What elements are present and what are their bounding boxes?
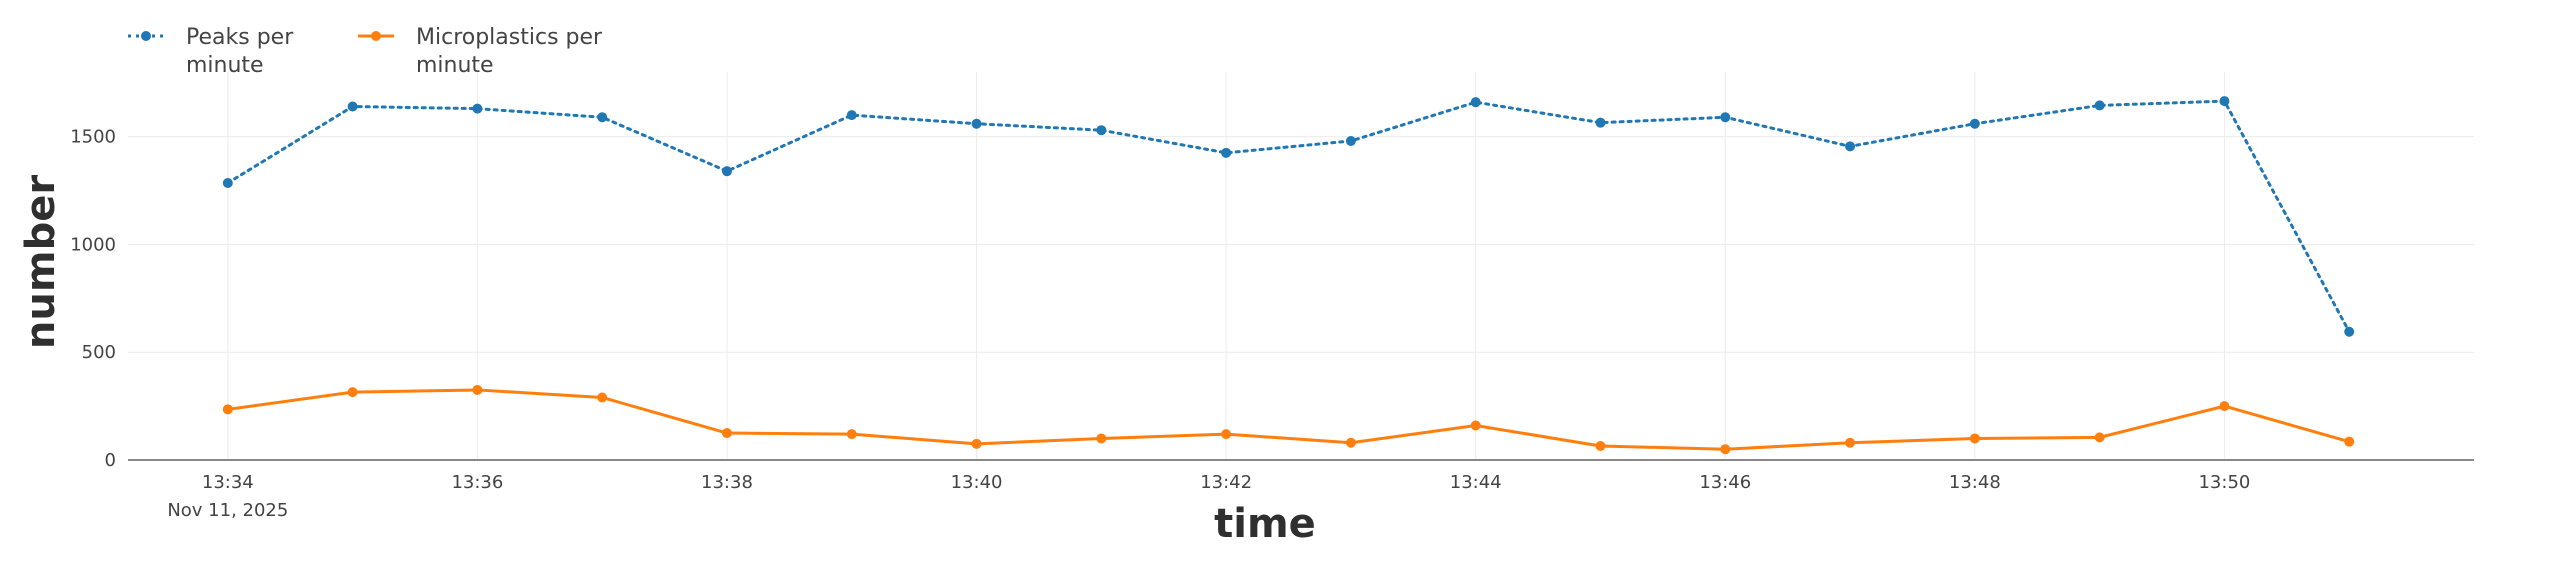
series-2-point[interactable]: [971, 438, 982, 449]
y-tick-label: 0: [105, 450, 116, 471]
x-tick-label: 13:46: [1699, 472, 1751, 493]
series-2-point[interactable]: [1969, 433, 1980, 444]
series-1-point[interactable]: [1470, 97, 1481, 108]
legend-swatch-marker: [141, 31, 151, 41]
axis-layer: 0 500 1000 1500 13:34 Nov 11, 2025 13:36 13:38 1…: [70, 127, 2474, 521]
series-2-point[interactable]: [472, 384, 483, 395]
series-2-point[interactable]: [597, 392, 608, 403]
y-axis-title: number: [18, 175, 64, 349]
series-1-point[interactable]: [1096, 125, 1107, 136]
legend-item-2[interactable]: Microplastics per minute: [358, 25, 603, 78]
legend-label: minute: [416, 53, 494, 78]
series-2-point[interactable]: [2094, 432, 2105, 443]
series-2-point[interactable]: [1221, 429, 1232, 440]
series-2-point[interactable]: [846, 429, 857, 440]
series-1-point[interactable]: [1595, 117, 1606, 128]
x-tick-sublabel: Nov 11, 2025: [167, 500, 288, 521]
legend-item-1[interactable]: Peaks per minute: [128, 25, 294, 78]
x-tick-label: 13:44: [1450, 472, 1502, 493]
series-1-point[interactable]: [347, 101, 358, 112]
legend[interactable]: Peaks per minute Microplastics per minute: [128, 25, 603, 78]
legend-label: Peaks per: [186, 25, 294, 50]
series-2-point[interactable]: [1345, 437, 1356, 448]
series-layer: [222, 96, 2355, 455]
y-tick-label: 1000: [70, 234, 116, 255]
series-1-point[interactable]: [1720, 112, 1731, 123]
series-1-point[interactable]: [846, 110, 857, 121]
series-2-point[interactable]: [2344, 436, 2355, 447]
series-1-point[interactable]: [971, 118, 982, 129]
x-tick-label: 13:48: [1949, 472, 2001, 493]
series-2-point[interactable]: [1470, 420, 1481, 431]
series-2-point[interactable]: [1845, 437, 1856, 448]
x-tick-label: 13:50: [2198, 472, 2250, 493]
series-2-point[interactable]: [1595, 440, 1606, 451]
x-tick-label: 13:34: [202, 472, 254, 493]
series-2-point[interactable]: [721, 428, 732, 439]
series-line-1: [226, 99, 2351, 334]
legend-label: minute: [186, 53, 264, 78]
legend-swatch-marker: [371, 31, 381, 41]
y-tick-label: 500: [82, 342, 116, 363]
series-1-point[interactable]: [472, 103, 483, 114]
y-tick-label: 1500: [70, 127, 116, 148]
series-2-point[interactable]: [222, 404, 233, 415]
series-1-point[interactable]: [1345, 135, 1356, 146]
x-tick-label: 13:38: [701, 472, 753, 493]
x-tick-label: 13:36: [451, 472, 503, 493]
x-tick-label: 13:42: [1200, 472, 1252, 493]
series-line-2: [226, 388, 2351, 451]
series-1-point[interactable]: [2344, 326, 2355, 337]
series-1-point[interactable]: [2219, 96, 2230, 107]
x-axis-title: time: [1214, 501, 1316, 547]
series-1-point[interactable]: [222, 178, 233, 189]
series-2-point[interactable]: [2219, 401, 2230, 412]
series-1-point[interactable]: [721, 166, 732, 177]
series-1-point[interactable]: [1845, 141, 1856, 152]
series-1-point[interactable]: [1221, 147, 1232, 158]
series-1-point[interactable]: [1969, 118, 1980, 129]
legend-label: Microplastics per: [416, 25, 603, 50]
x-tick-label: 13:40: [951, 472, 1003, 493]
series-1-point[interactable]: [597, 112, 608, 123]
series-2-point[interactable]: [347, 387, 358, 398]
series-2-point[interactable]: [1720, 444, 1731, 455]
series-2-point[interactable]: [1096, 433, 1107, 444]
series-1-point[interactable]: [2094, 100, 2105, 111]
grid-layer: [128, 72, 2474, 460]
